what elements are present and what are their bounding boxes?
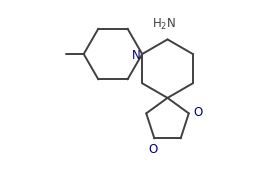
Text: H$_2$N: H$_2$N [152, 17, 176, 32]
Text: N: N [132, 49, 140, 62]
Text: O: O [149, 143, 158, 156]
Text: O: O [193, 106, 203, 119]
